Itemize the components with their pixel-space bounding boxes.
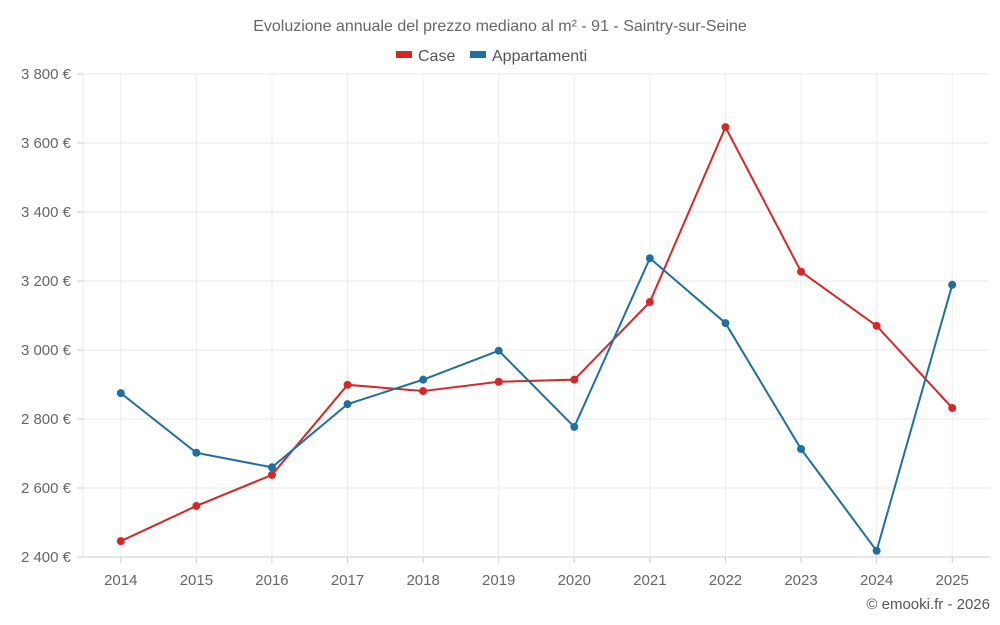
series-layer [116,123,957,555]
y-tick-label: 3 200 € [21,273,72,290]
series-line [120,256,954,554]
series-line [120,124,953,543]
data-point [192,448,201,457]
y-tick-label: 2 800 € [21,411,72,428]
data-point [343,380,352,389]
legend-item-case: Case [396,48,455,65]
x-tick-label: 2022 [709,572,742,589]
data-point [419,375,428,384]
legend-label: Appartamenti [492,48,587,65]
x-tick-label: 2024 [860,572,893,589]
x-tick-label: 2018 [406,572,439,589]
data-point [267,463,276,472]
y-tick-label: 3 000 € [21,342,72,359]
data-point [419,387,428,396]
x-tick-label: 2020 [558,572,591,589]
legend-swatch [396,51,412,58]
data-point [267,470,276,479]
y-tick-label: 2 400 € [21,549,72,566]
data-point [721,123,730,132]
y-axis: 2 400 € 2 600 € 2 800 € 3 000 € 3 200 € 3 400… [21,66,83,566]
data-point [645,298,654,307]
grid [82,73,990,558]
legend-item-appartamenti: Appartamenti [470,48,587,65]
data-point [570,375,579,384]
legend: Case Appartamenti [396,48,587,65]
data-point [797,267,806,276]
x-tick-label: 2023 [784,572,817,589]
x-tick-label: 2015 [180,572,213,589]
x-axis: 2014 2015 2016 2017 2018 2019 2020 2021 2022 2023… [104,557,969,589]
data-point [797,445,806,454]
data-point [570,422,579,431]
data-point [948,280,957,289]
x-tick-label: 2025 [936,572,969,589]
x-tick-label: 2014 [104,572,137,589]
legend-label: Case [418,48,455,65]
data-point [116,537,125,546]
y-tick-label: 3 400 € [21,204,72,221]
data-point [116,389,125,398]
data-point [494,377,503,386]
data-point [645,254,654,263]
data-point [872,321,881,330]
y-tick-label: 3 600 € [21,135,72,152]
credit-text: © emooki.fr - 2026 [866,596,990,613]
series-appartamenti [116,254,957,555]
y-tick-label: 3 800 € [21,66,72,83]
x-tick-label: 2017 [331,572,364,589]
legend-swatch [470,51,486,58]
x-tick-label: 2016 [255,572,288,589]
data-point [721,319,730,328]
x-tick-label: 2021 [633,572,666,589]
data-point [192,501,201,510]
chart-title: Evoluzione annuale del prezzo mediano al… [253,18,747,35]
data-point [494,346,503,355]
x-tick-label: 2019 [482,572,515,589]
data-point [343,400,352,409]
data-point [948,403,957,412]
y-tick-label: 2 600 € [21,480,72,497]
data-point [872,546,881,555]
series-case [116,123,957,546]
